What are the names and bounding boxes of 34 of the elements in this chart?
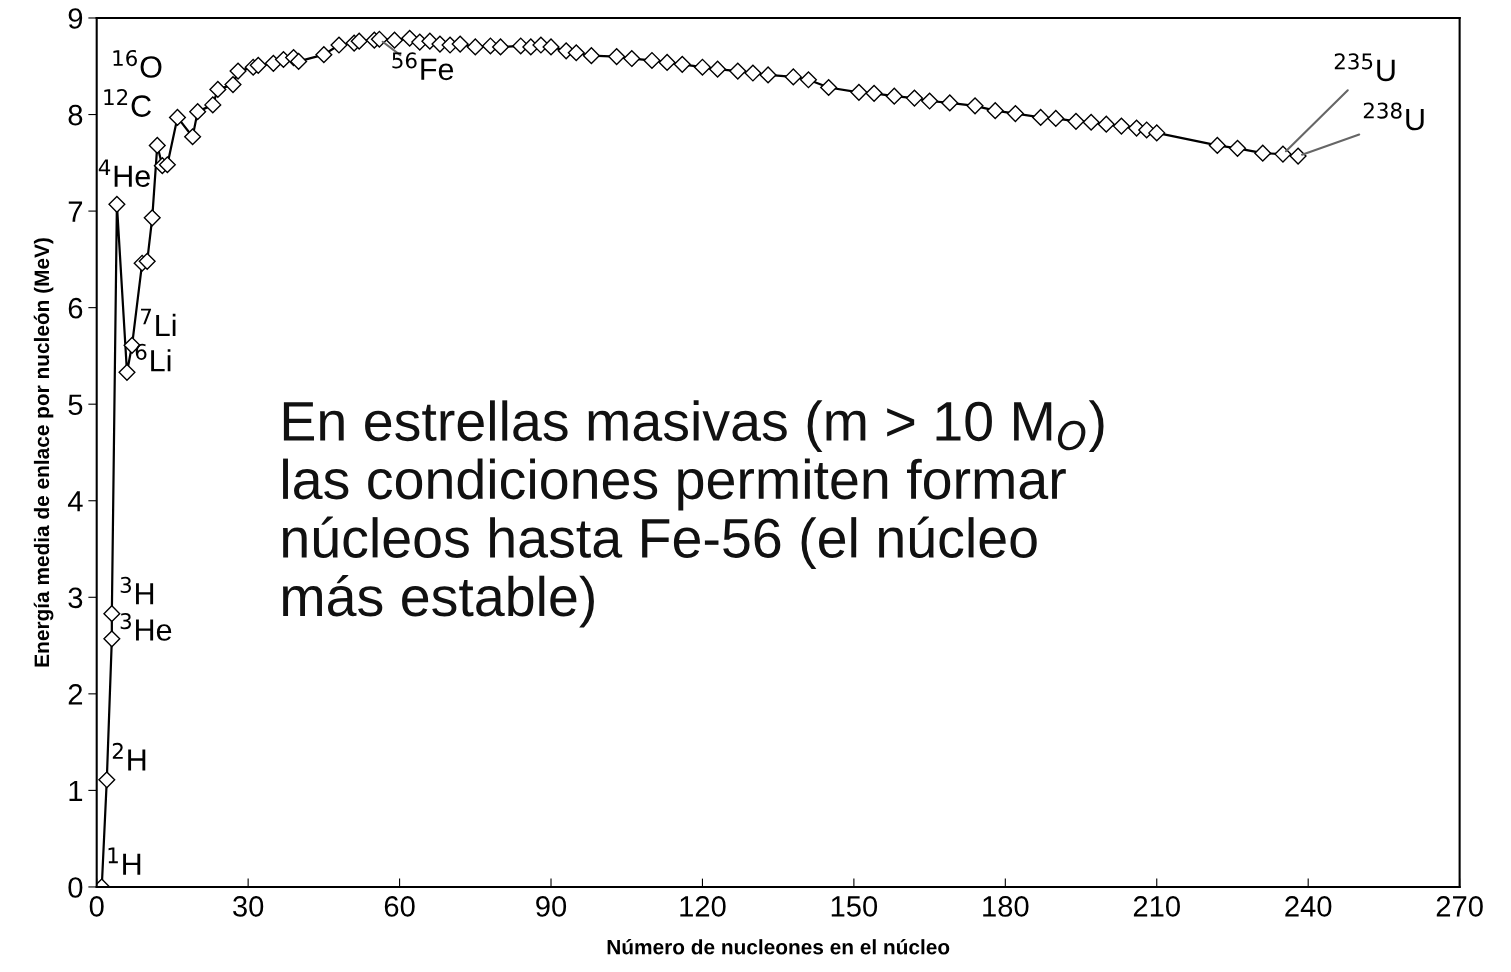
- annotation: $^{56}$Fe: [392, 52, 454, 81]
- annotation: $^{12}$C: [104, 89, 151, 117]
- y-tick-label: 0: [68, 877, 83, 898]
- y-tick-label: 2: [68, 684, 83, 705]
- y-axis-title: Energía media de enlace por nucleón (MeV): [33, 238, 54, 667]
- annotation: $^{3}$He: [120, 613, 172, 641]
- x-tick-label: 60: [384, 896, 415, 917]
- x-tick-label: 90: [536, 896, 567, 917]
- annotation: $^{238}$U: [1363, 102, 1424, 131]
- annotation: $^{235}$U: [1334, 53, 1395, 82]
- y-tick-label: 1: [69, 780, 83, 801]
- x-tick-label: 0: [89, 896, 104, 917]
- x-tick-label: 150: [831, 896, 878, 917]
- annotation: $^{4}$He: [98, 159, 150, 187]
- annotation: $^{1}$H: [108, 847, 141, 875]
- y-tick-label: 6: [68, 297, 83, 319]
- x-tick-label: 210: [1133, 896, 1180, 917]
- y-tick-label: 7: [68, 201, 83, 222]
- x-tick-label: 120: [680, 896, 726, 917]
- annotation: $^{2}$H: [112, 742, 146, 771]
- annotation: $^{7}$Li: [141, 308, 176, 336]
- x-tick-label: 180: [983, 896, 1029, 917]
- annotation: $^{16}$O: [113, 49, 162, 78]
- annotation: $^{3}$H: [120, 576, 154, 605]
- y-tick-label: 5: [68, 394, 83, 416]
- x-axis-title: Número de nucleones en el núcleo: [607, 938, 950, 955]
- y-tick-label: 9: [68, 8, 83, 29]
- y-tick-label: 4: [67, 491, 83, 512]
- x-tick-label: 270: [1436, 896, 1483, 917]
- x-tick-label: 240: [1285, 896, 1332, 917]
- x-tick-label: 30: [233, 896, 264, 917]
- annotation: En estrellas masivas (m > 10 M$_{O}$) las condiciones permiten formar núcleos hasta Fe-56 (el núcleo más estable): [283, 400, 1104, 628]
- y-tick-label: 3: [68, 587, 83, 609]
- y-tick-label: 8: [68, 104, 83, 126]
